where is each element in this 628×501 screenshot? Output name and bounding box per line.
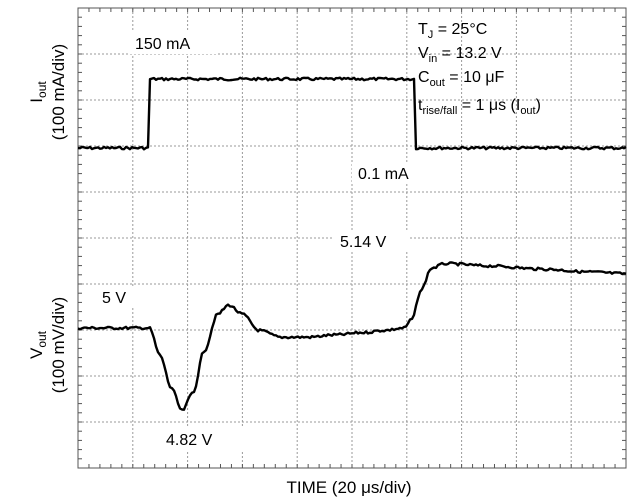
x-axis-title: TIME (20 μs/div) xyxy=(286,478,411,497)
iout-axis-scale: (100 mA/div) xyxy=(49,44,68,140)
iout-axis-sub: out xyxy=(35,81,49,98)
vout-trace xyxy=(77,261,627,411)
vout-axis-sub: out xyxy=(35,330,49,347)
iout-axis-main: I xyxy=(27,98,46,103)
minor-ticks xyxy=(77,7,627,469)
vout-axis-title: Vout (100 mV/div) xyxy=(27,297,68,393)
condition-trise: trise/fall = 1 μs (Iout) xyxy=(418,97,541,117)
iout-axis-title: Iout (100 mA/div) xyxy=(27,44,68,140)
svg-text:Iout: Iout xyxy=(27,81,49,103)
vout-nominal-label: 5 V xyxy=(102,290,126,307)
condition-vin: Vin = 13.2 V xyxy=(418,45,502,65)
grid xyxy=(78,8,626,468)
condition-tj: TJ = 25°C xyxy=(418,21,487,41)
condition-cout: Cout = 10 μF xyxy=(418,69,505,89)
iout-trace xyxy=(77,76,627,151)
vout-overshoot-label: 5.14 V xyxy=(340,234,387,251)
svg-text:Vout: Vout xyxy=(27,330,49,359)
iout-low-label: 0.1 mA xyxy=(358,166,409,183)
test-conditions: TJ = 25°C Vin = 13.2 V Cout = 10 μF tris… xyxy=(418,21,541,117)
vout-axis-main: V xyxy=(27,347,46,359)
vout-axis-scale: (100 mV/div) xyxy=(49,297,68,393)
vout-undershoot-label: 4.82 V xyxy=(166,432,213,449)
iout-high-label: 150 mA xyxy=(135,36,190,53)
